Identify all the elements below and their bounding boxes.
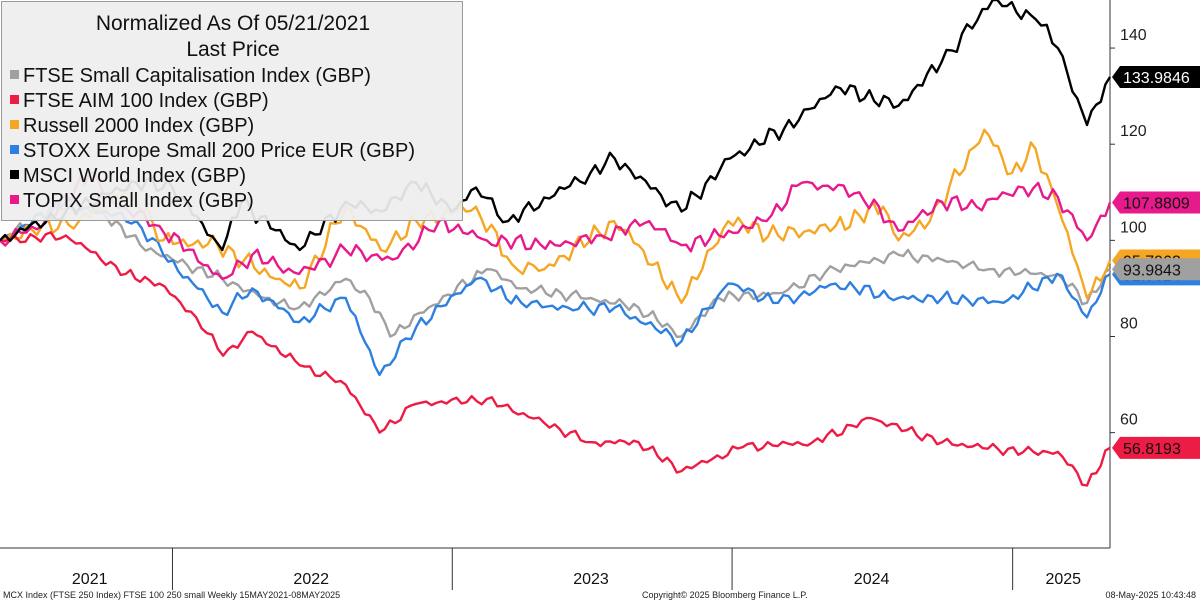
last-value-tag-text: 56.8193: [1123, 441, 1181, 458]
legend-label: Russell 2000 Index (GBP): [23, 115, 255, 137]
legend-entry-stoxx-europe-small-200: STOXX Europe Small 200 Price EUR (GBP): [10, 139, 415, 163]
legend-label: TOPIX Small Index (GBP): [23, 190, 254, 212]
x-tick-label: 2025: [1045, 571, 1081, 588]
series-line: [0, 171, 1112, 280]
series-line: [0, 128, 1112, 304]
legend-swatch-stoxx-europe-small-200: [10, 145, 19, 155]
legend-label: MSCI World Index (GBP): [23, 165, 247, 187]
series-line: [0, 205, 1111, 338]
legend-swatch-ftse-aim-100: [10, 95, 19, 105]
y-tick-label: 60: [1120, 412, 1138, 429]
series-line: [0, 197, 1111, 377]
x-tick-label: 2022: [293, 571, 329, 588]
last-value-tag-bg: [1112, 258, 1200, 281]
last-value-tag-text: 107.8809: [1123, 195, 1190, 212]
last-value-tag-text: 93.9843: [1123, 262, 1181, 279]
footer-copyright: Copyright© 2025 Bloomberg Finance L.P.: [642, 590, 808, 600]
footer-timestamp: 08-May-2025 10:43:48: [1105, 590, 1196, 600]
y-tick-label: 100: [1120, 219, 1147, 236]
x-tick-label: 2024: [854, 571, 890, 588]
x-tick-label: 2023: [573, 571, 609, 588]
y-tick-label: 140: [1120, 27, 1147, 44]
legend-entry-ftse-small-cap: FTSE Small Capitalisation Index (GBP): [10, 64, 371, 88]
y-tick-label: 80: [1120, 315, 1138, 332]
last-value-tag-text: 133.9846: [1123, 70, 1190, 87]
y-tick-label: 120: [1120, 123, 1147, 140]
legend-swatch-msci-world: [10, 170, 19, 180]
legend-entry-russell-2000: Russell 2000 Index (GBP): [10, 114, 254, 138]
last-value-tag: 133.9846: [1112, 66, 1200, 89]
chart-subtitle: Last Price: [186, 38, 280, 61]
last-value-tag: 107.8809: [1112, 191, 1200, 214]
legend-label: FTSE Small Capitalisation Index (GBP): [23, 65, 371, 87]
legend-swatch-russell-2000: [10, 120, 19, 130]
last-value-tag-bg: [1112, 436, 1200, 459]
x-tick-label: 2021: [72, 571, 108, 588]
last-value-tag-bg: [1112, 66, 1200, 89]
legend-swatch-ftse-small-cap: [10, 70, 19, 80]
last-value-tag: 56.8193: [1112, 436, 1200, 459]
legend: Normalized As Of 05/21/2021 Last Price F…: [1, 1, 463, 221]
last-value-tag-bg: [1112, 191, 1200, 214]
legend-label: FTSE AIM 100 Index (GBP): [23, 90, 269, 112]
legend-entry-ftse-aim-100: FTSE AIM 100 Index (GBP): [10, 89, 269, 113]
footer-source: MCX Index (FTSE 250 Index) FTSE 100 250 …: [3, 590, 341, 600]
legend-entry-topix-small: TOPIX Small Index (GBP): [10, 189, 254, 213]
last-value-tag: 93.9843: [1112, 258, 1200, 281]
legend-label: STOXX Europe Small 200 Price EUR (GBP): [23, 140, 415, 162]
legend-swatch-topix-small: [10, 195, 19, 205]
legend-entry-msci-world: MSCI World Index (GBP): [10, 164, 246, 188]
series-line: [0, 231, 1111, 487]
chart-title: Normalized As Of 05/21/2021: [95, 12, 371, 35]
